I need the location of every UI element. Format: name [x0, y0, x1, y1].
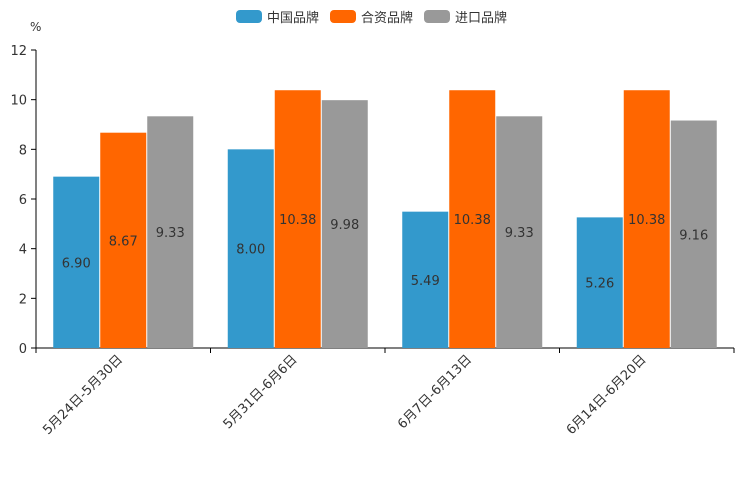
y-tick-label: 8: [19, 143, 27, 158]
y-tick-label: 0: [19, 342, 27, 357]
y-tick-label: 10: [10, 94, 27, 109]
legend-swatch-joint-venture-brand: [330, 9, 356, 23]
legend-label-joint-venture-brand: 合资品牌: [361, 10, 414, 26]
data-label: 9.16: [679, 228, 708, 243]
bar: [227, 149, 274, 348]
bar: [53, 176, 100, 348]
bar: [670, 120, 717, 348]
bar: [496, 116, 543, 349]
bar: [147, 116, 194, 349]
x-tick-label: 5月31日-6月6日: [221, 352, 301, 432]
data-label: 8.00: [236, 243, 265, 258]
y-tick-label: 6: [19, 193, 27, 208]
data-label: 5.26: [585, 277, 614, 292]
data-label: 10.38: [628, 213, 665, 228]
bar: [576, 217, 623, 348]
legend-swatch-china-brand: [236, 9, 262, 23]
data-label: 8.67: [109, 234, 138, 249]
bar: [321, 100, 368, 348]
legend-swatch-import-brand: [424, 9, 450, 23]
bar: [274, 90, 321, 348]
y-tick-label: 12: [10, 44, 27, 59]
bar: [402, 211, 449, 348]
bar: [100, 132, 147, 348]
y-axis-unit: %: [30, 20, 42, 34]
data-label: 10.38: [279, 213, 316, 228]
legend-item-china-brand[interactable]: 中国品牌: [236, 6, 319, 26]
bar: [449, 90, 496, 348]
y-tick-label: 2: [19, 292, 27, 307]
bar: [623, 90, 670, 348]
legend-label-china-brand: 中国品牌: [267, 10, 320, 26]
data-label: 9.98: [330, 218, 359, 233]
x-tick-label: 6月7日-6月13日: [395, 352, 475, 432]
data-label: 6.90: [62, 256, 91, 271]
x-tick-label: 5月24日-5月30日: [40, 352, 126, 438]
data-label: 10.38: [454, 213, 491, 228]
legend: 中国品牌 合资品牌 进口品牌: [0, 6, 744, 26]
data-label: 9.33: [505, 226, 534, 241]
y-tick-label: 4: [19, 243, 27, 258]
data-label: 9.33: [156, 226, 185, 241]
legend-label-import-brand: 进口品牌: [455, 10, 508, 26]
legend-item-joint-venture-brand[interactable]: 合资品牌: [330, 6, 413, 26]
x-tick-label: 6月14日-6月20日: [564, 352, 650, 438]
data-label: 5.49: [411, 274, 440, 289]
legend-item-import-brand[interactable]: 进口品牌: [424, 6, 507, 26]
